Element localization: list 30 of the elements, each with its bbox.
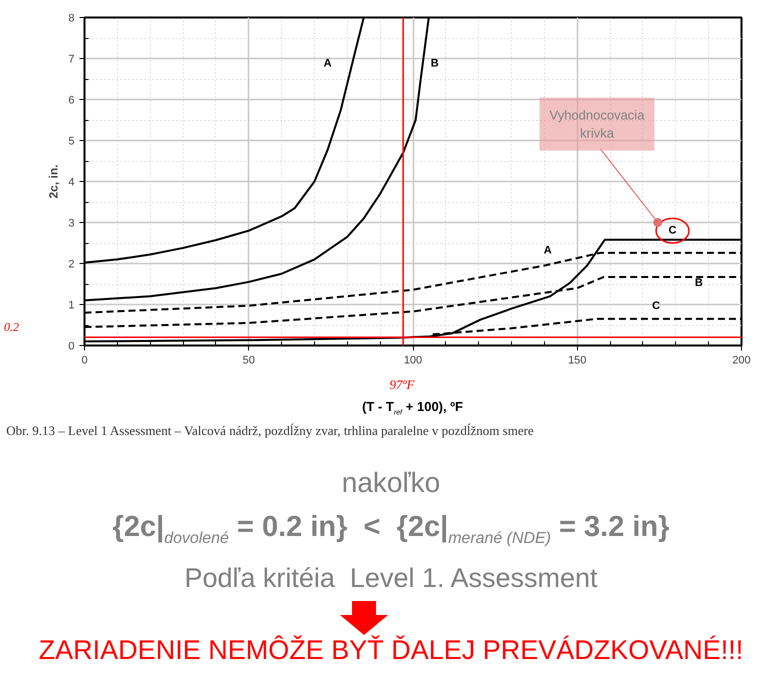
y-tick-label: 2 [68,258,75,270]
x-tick-label: 100 [404,354,422,366]
y-tick-label: 3 [68,218,75,230]
series-label: B [694,277,703,290]
x-tick-label: 0 [81,354,88,366]
y-axis-title: 2c, in. [46,164,60,199]
ref-line-label: 0.2 [4,320,19,335]
y-tick-label: 4 [68,176,75,188]
text: {2c|$_{dovolené}$ = 0.2 in} < {2c|$_{merané (NDE)}$ = 3.2 in} [112,511,670,548]
series-label: A [544,244,552,256]
y-tick-label: 8 [68,12,75,24]
text: nakoľko [340,467,442,499]
series-label: C [652,300,660,312]
ref-line-label: 97ºF [388,377,416,393]
series-label: B [430,57,439,70]
text: ZARIADENIE NEMÔŽE BYŤ ĎALEJ PREVÁDZKOVANÉ!!! [38,635,744,666]
y-tick-label: 6 [68,94,75,106]
y-tick-label: 1 [68,300,75,312]
annotation: Vyhodnocovacia krivka [550,108,646,141]
series-label: A [324,57,332,70]
y-tick-label: 5 [68,136,75,148]
series-label: C [668,224,677,237]
x-tick-label: 50 [242,354,255,366]
x-tick-label: 200 [732,354,751,366]
y-tick-label: 0 [68,340,75,352]
y-tick-label: 7 [68,54,75,66]
x-tick-label: 150 [568,354,586,366]
text: Podľa kritéia Level 1. Assessment [183,563,599,594]
text: Obr. 9.13 – Level 1 Assessment – Valcová nádrž, pozdĺžny zvar, trhlina paralelne v pozdĺžnom smere [5,423,535,439]
x-axis-title: (T - T$_{ref}$ + 100), ºF [361,399,464,417]
